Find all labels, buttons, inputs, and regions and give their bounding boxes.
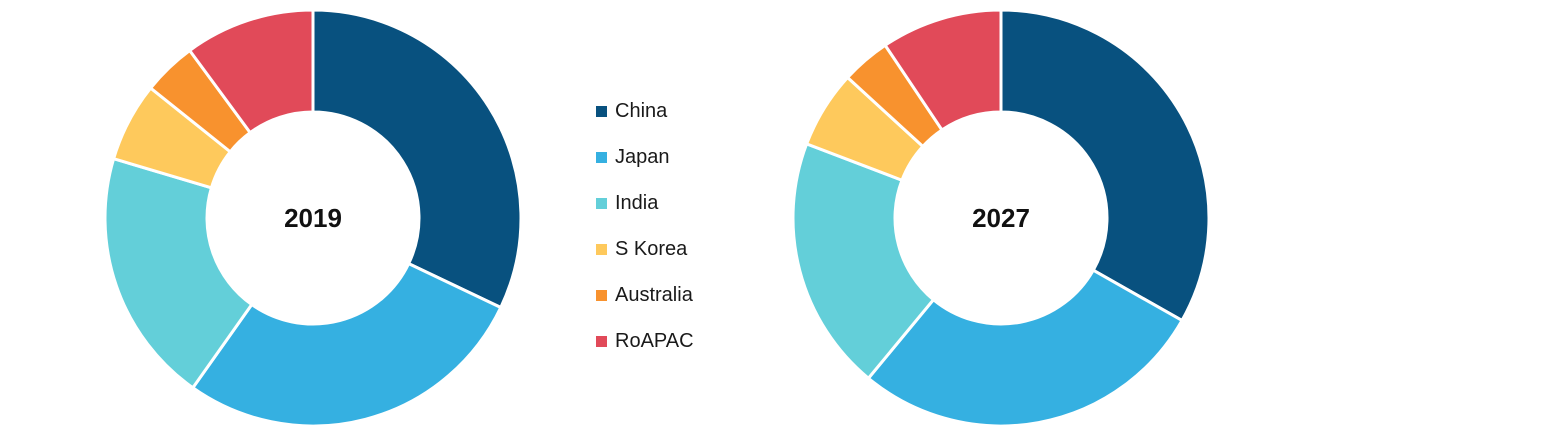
legend-swatch <box>596 289 607 301</box>
legend-swatch <box>596 335 607 347</box>
legend-item-india: India <box>596 180 694 226</box>
legend-label: RoAPAC <box>615 330 694 352</box>
donut-slice-japan <box>866 268 1185 428</box>
donut-chart-2027: 2027 <box>791 8 1211 428</box>
legend-item-japan: Japan <box>596 134 694 180</box>
legend-item-roapac: RoAPAC <box>596 318 694 364</box>
legend: China Japan India S Korea Australia RoAP… <box>596 88 694 364</box>
donut-slice-china <box>999 8 1211 323</box>
legend-swatch <box>596 151 607 163</box>
legend-item-australia: Australia <box>596 272 694 318</box>
donut-slice-china <box>311 8 523 310</box>
legend-label: Japan <box>615 146 670 168</box>
donut-chart-2019: 2019 <box>103 8 523 428</box>
legend-item-s-korea: S Korea <box>596 226 694 272</box>
legend-item-china: China <box>596 88 694 134</box>
legend-label: India <box>615 192 659 214</box>
legend-swatch <box>596 243 607 255</box>
donut-slice-japan <box>190 261 503 428</box>
legend-label: S Korea <box>615 238 688 260</box>
donut-center-label: 2019 <box>284 203 342 233</box>
legend-swatch <box>596 105 607 117</box>
donut-slice-india <box>791 141 936 381</box>
legend-label: Australia <box>615 284 693 306</box>
donut-center-label: 2027 <box>972 203 1030 233</box>
legend-label: China <box>615 100 668 122</box>
donut-slice-india <box>103 156 254 390</box>
legend-swatch <box>596 197 607 209</box>
donut-slice-roapac <box>187 8 315 135</box>
donut-slice-roapac <box>883 8 1003 133</box>
